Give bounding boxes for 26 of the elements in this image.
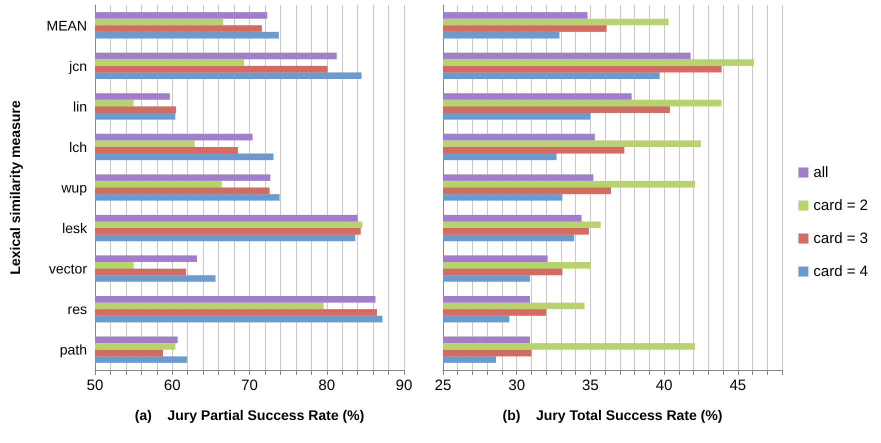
y-axis-title: Lexical similarity measure (7, 100, 23, 275)
y-tick-label: res (68, 301, 87, 318)
x-tick-label: 70 (241, 377, 258, 394)
legend-label: card = 4 (813, 263, 868, 280)
y-tick-label: lin (72, 98, 87, 114)
x-tick-label: 90 (396, 377, 412, 394)
y-tick-label: lesk (62, 220, 88, 236)
x-tick-label: 30 (508, 377, 526, 394)
y-tick-label: path (60, 342, 87, 358)
legend-label: card = 2 (813, 197, 868, 214)
y-tick-label: MEAN (46, 17, 87, 34)
x-tick-label: 50 (86, 377, 104, 394)
legend-label: card = 3 (813, 230, 868, 247)
x-tick-label: 80 (318, 377, 336, 394)
y-tick-label: lch (69, 138, 87, 155)
y-tick-label: jcn (68, 58, 87, 74)
legend-label: all (813, 164, 828, 181)
x-tick-label: 35 (582, 377, 599, 394)
y-tick-label: wup (60, 180, 88, 196)
y-tick-label: vector (48, 260, 88, 277)
x-axis-title: (a) Jury Partial Success Rate (%) (134, 407, 364, 423)
x-tick-label: 25 (434, 377, 452, 394)
x-axis-title: (b) Jury Total Success Rate (%) (502, 407, 722, 423)
x-tick-label: 40 (656, 377, 672, 394)
x-tick-label: 60 (164, 377, 181, 394)
x-tick-label: 45 (729, 377, 746, 394)
